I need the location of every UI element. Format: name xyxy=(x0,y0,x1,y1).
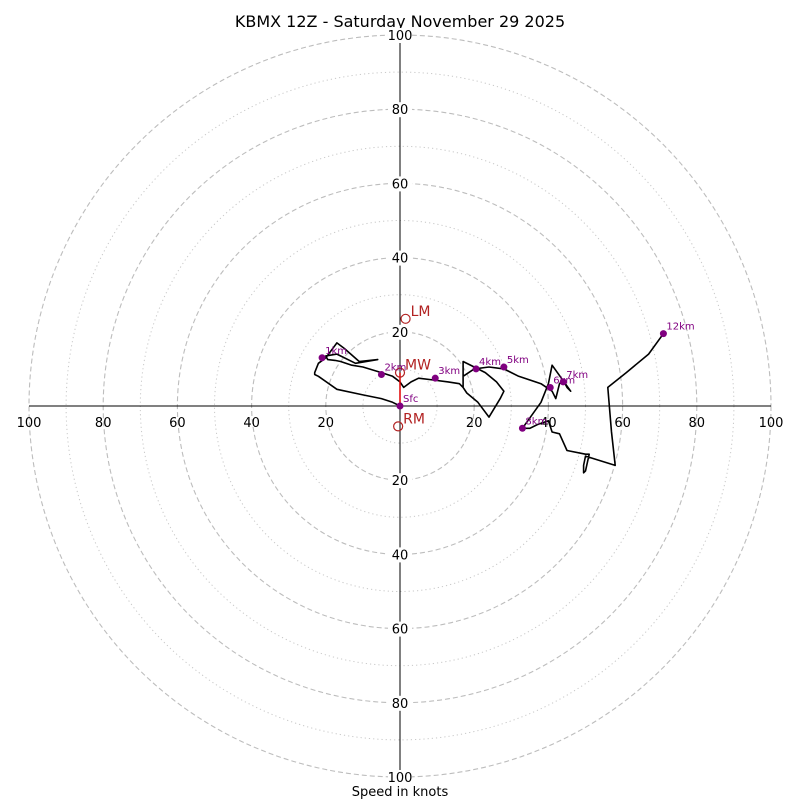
height-marker-1km xyxy=(318,354,326,362)
height-marker-6km xyxy=(546,383,554,391)
height-marker-group: Sfc1km2km3km4km5km6km7km8km12km xyxy=(318,322,695,432)
height-label-4km: 4km xyxy=(479,357,501,368)
storm-motion-mw-label: MW xyxy=(405,358,431,374)
x-tick-neg-60-label: 60 xyxy=(169,416,186,431)
y-tick-neg-80-bg xyxy=(388,695,412,711)
y-tick-pos-100-label: 100 xyxy=(388,29,413,44)
x-tick-neg-100-label: 100 xyxy=(17,416,42,431)
y-tick-neg-60-label: 60 xyxy=(392,623,409,638)
y-tick-neg-40-bg xyxy=(388,547,412,563)
x-tick-pos-40-label: 40 xyxy=(540,416,557,431)
x-tick-neg-40-label: 40 xyxy=(243,416,260,431)
x-tick-pos-60-label: 60 xyxy=(614,416,631,431)
y-tick-neg-100-label: 100 xyxy=(388,771,413,786)
y-tick-neg-60-bg xyxy=(388,621,412,637)
y-tick-pos-100-bg xyxy=(388,28,412,43)
height-marker-3km xyxy=(431,374,439,382)
height-marker-4km xyxy=(472,365,480,373)
storm-motion-rm-label: RM xyxy=(403,411,425,427)
x-axis-label: Speed in knots xyxy=(352,785,449,800)
y-tick-neg-20-label: 20 xyxy=(392,474,409,489)
height-marker-7km xyxy=(559,378,567,386)
y-tick-pos-80-bg xyxy=(388,102,412,118)
height-marker-12km xyxy=(659,330,667,338)
height-label-2km: 2km xyxy=(384,362,406,373)
hodograph-trace xyxy=(313,333,665,474)
x-tick-pos-100-label: 100 xyxy=(759,416,784,431)
height-marker-2km xyxy=(377,370,385,378)
y-tick-pos-80-label: 80 xyxy=(392,103,409,118)
height-label-5km: 5km xyxy=(507,355,529,366)
tick-labels: 20 20 20 20 40 40 40 40 60 60 60 60 80 80 80 80 100 100 10… xyxy=(17,28,784,786)
height-label-1km: 1km xyxy=(325,346,347,357)
y-tick-pos-40-bg xyxy=(388,250,412,266)
height-label-3km: 3km xyxy=(438,366,460,377)
y-tick-pos-60-bg xyxy=(388,176,412,192)
hodograph-trace-group xyxy=(313,333,665,474)
storm-motion-mw-marker xyxy=(394,367,406,378)
height-marker-sfc xyxy=(396,402,404,410)
height-label-sfc: Sfc xyxy=(403,394,418,405)
height-marker-8km xyxy=(518,424,526,432)
x-tick-pos-20-label: 20 xyxy=(466,416,483,431)
y-tick-neg-80-label: 80 xyxy=(392,697,409,712)
x-tick-pos-80-label: 80 xyxy=(689,416,706,431)
y-tick-pos-40-label: 40 xyxy=(392,252,409,267)
height-label-8km: 8km xyxy=(525,416,547,427)
storm-motion-rm-marker xyxy=(393,421,404,432)
storm-motion-group: LM MW RM xyxy=(393,304,431,432)
storm-motion-lm-label: LM xyxy=(411,304,431,320)
x-tick-neg-20-label: 20 xyxy=(318,416,335,431)
x-tick-neg-80-label: 80 xyxy=(95,416,112,431)
y-tick-pos-20-label: 20 xyxy=(392,326,409,341)
y-tick-neg-20-bg xyxy=(388,473,412,489)
y-tick-neg-100-bg xyxy=(388,770,412,785)
height-marker-5km xyxy=(500,363,508,371)
height-label-12km: 12km xyxy=(666,322,694,333)
y-tick-pos-60-label: 60 xyxy=(392,177,409,192)
y-tick-neg-40-label: 40 xyxy=(392,548,409,563)
storm-motion-lm-marker xyxy=(400,313,411,324)
y-tick-pos-20-bg xyxy=(388,324,412,340)
chart-title: KBMX 12Z - Saturday November 29 2025 xyxy=(235,12,565,31)
height-label-7km: 7km xyxy=(566,370,588,381)
